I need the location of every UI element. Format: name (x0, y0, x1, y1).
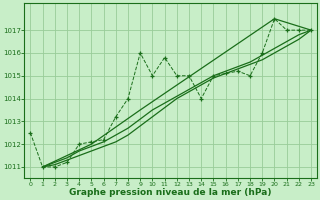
X-axis label: Graphe pression niveau de la mer (hPa): Graphe pression niveau de la mer (hPa) (69, 188, 272, 197)
